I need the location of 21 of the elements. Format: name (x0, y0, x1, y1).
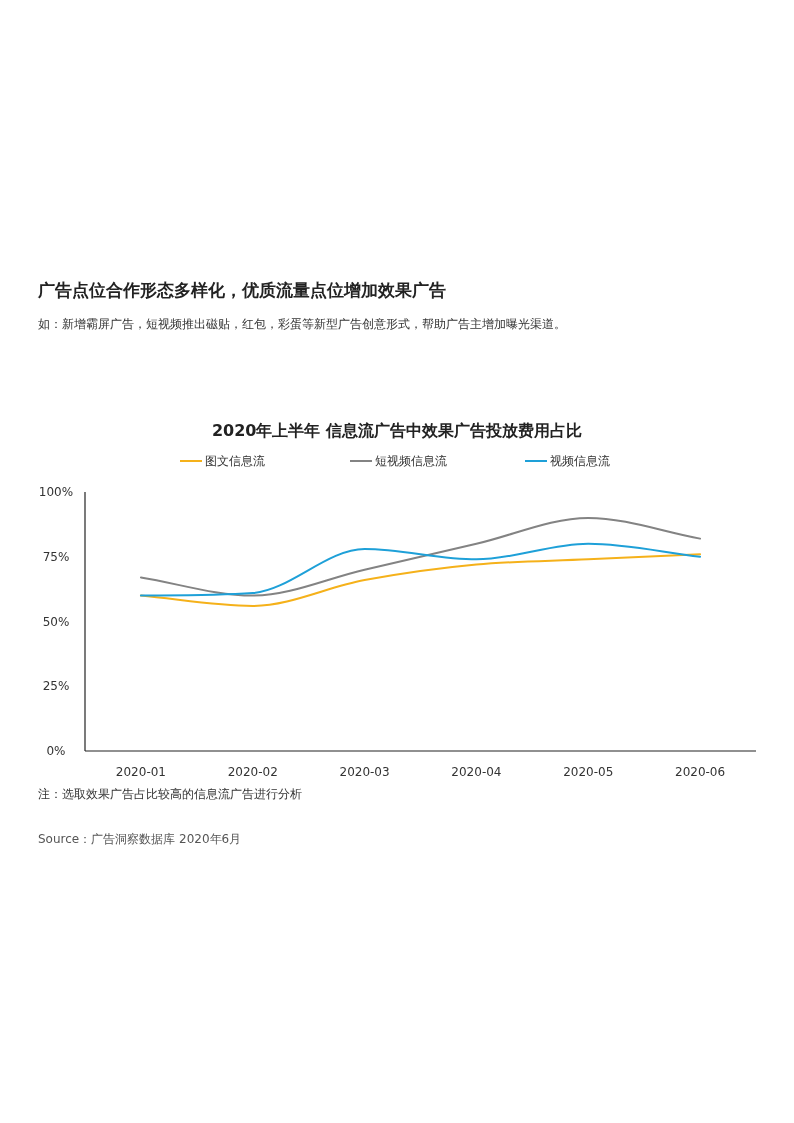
legend-label: 图文信息流 (205, 454, 265, 468)
text: 如：新增霸屏广告，短视频推出磁贴，红包，彩蛋等新型广告创意形式，帮助广告主增加曝光渠道。 (38, 317, 566, 331)
x-tick-label: 2020-03 (339, 765, 390, 779)
legend-label: 视频信息流 (550, 454, 610, 468)
line-series (139, 516, 702, 597)
y-tick-label: 100% (38, 485, 74, 499)
y-tick-label: 50% (42, 614, 70, 629)
y-tick-label: 0% (46, 744, 66, 758)
legend-label: 短视频信息流 (375, 454, 447, 468)
x-tick-label: 2020-05 (563, 765, 614, 779)
y-tick-label: 25% (42, 679, 70, 694)
chart-title: 2020年上半年 信息流广告中效果广告投放费用占比 (211, 421, 583, 440)
x-tick-label: 2020-06 (675, 765, 726, 779)
source-note: Source：广告洞察数据库 2020年6月 (38, 832, 242, 846)
x-tick-label: 2020-02 (227, 765, 278, 779)
y-tick-label: 75% (42, 549, 70, 564)
text: 注：选取效果广告占比较高的信息流广告进行分析 (38, 787, 302, 801)
text: 广告点位合作形态多样化，优质流量点位增加效果广告 (37, 280, 446, 300)
x-tick-label: 2020-01 (115, 765, 166, 779)
x-tick-label: 2020-04 (451, 765, 502, 779)
line-series (139, 542, 702, 597)
